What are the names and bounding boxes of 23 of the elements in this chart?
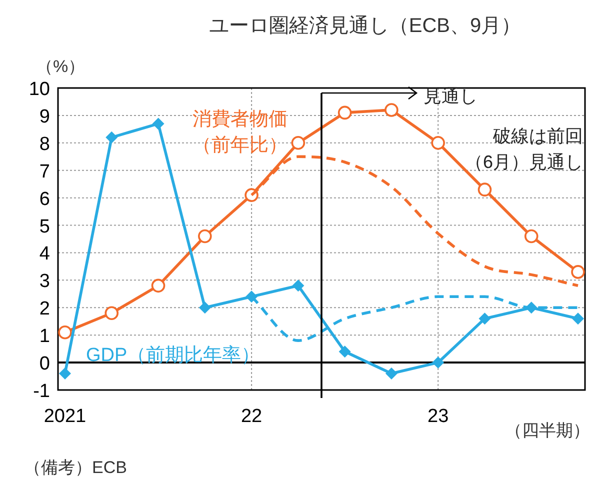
y-tick-label: 1 [39, 326, 50, 348]
y-tick-label: 5 [39, 216, 50, 238]
text: （備考）ECB [24, 458, 127, 477]
y-tick-label: 4 [39, 244, 50, 265]
y-tick-label: 8 [39, 134, 50, 155]
x-tick-label: 22 [240, 406, 262, 427]
annotation: 破線は前回（6月）見通し [464, 126, 583, 172]
x-axis-title: （四半期） [505, 421, 590, 440]
y-tick-label: 9 [39, 106, 50, 128]
annotation: 見通し [424, 86, 478, 106]
chart-title: ユーロ圏経済見通し（ECB、9月） [208, 15, 522, 37]
y-tick-label: 7 [39, 161, 50, 182]
y-tick-label: 10 [28, 79, 50, 100]
y-tick-label: 3 [39, 271, 50, 292]
x-tick-label: 2021 [44, 406, 86, 427]
y-tick-label: -1 [33, 381, 50, 402]
y-axis-title: （%） [36, 57, 86, 76]
y-tick-label: 6 [39, 188, 50, 210]
series-label: GDP（前期比年率） [86, 344, 260, 366]
y-tick-label: 2 [39, 298, 50, 320]
series-label: 消費者物価（前年比） [192, 109, 288, 156]
y-tick-label: 0 [39, 354, 50, 375]
x-tick-label: 23 [428, 406, 449, 427]
